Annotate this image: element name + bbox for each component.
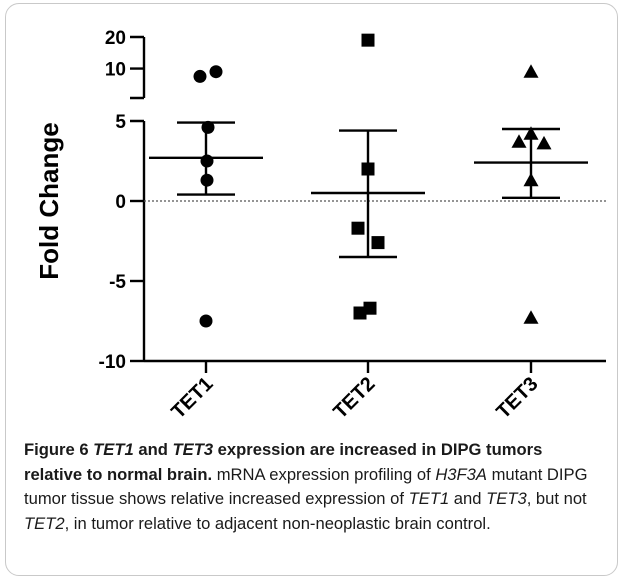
- caption-body-part-7: TET2: [24, 513, 65, 533]
- y-tick-label: 20: [105, 28, 126, 49]
- data-point-tet1: [209, 65, 223, 79]
- chart-svg: 5 0 -5 -10 20 10 Fold Change TET1 TET2 TET3: [34, 28, 606, 423]
- data-point-tet1: [193, 69, 207, 83]
- caption-body-part-5: TET3: [486, 489, 527, 508]
- caption-body-part-4: and: [449, 489, 487, 508]
- data-point-tet2: [351, 221, 365, 235]
- y-tick-label: -10: [99, 352, 126, 373]
- chart-panel: 5 0 -5 -10 20 10 Fold Change TET1 TET2 TET3: [6, 4, 617, 424]
- caption-body-part-0: mRNA expression profiling of: [212, 464, 436, 484]
- data-point-tet1: [199, 314, 213, 328]
- caption-title-part-2: TET3: [172, 440, 214, 459]
- caption-title-part-3: expression are increased in DIPG tumors …: [24, 440, 543, 484]
- data-point-tet3: [523, 64, 539, 78]
- caption-body-part-8: , in tumor relative to adjacent non-neop…: [64, 513, 491, 533]
- caption-body-part-2: mutant DIPG tumor tissue shows relative …: [24, 464, 588, 509]
- caption-title-part-0: TET1: [93, 440, 134, 459]
- data-point-tet3: [523, 310, 539, 324]
- caption-title-part-1: and: [133, 440, 173, 459]
- caption-title: TET1 and TET3 expression are increased i…: [24, 440, 542, 484]
- y-tick-label: 10: [105, 60, 126, 81]
- caption-body-part-1: H3F3A: [435, 464, 487, 484]
- caption-body-part-6: , but not: [526, 489, 587, 508]
- caption-label: Figure 6: [24, 440, 89, 459]
- x-tick-label-tet3: TET3: [492, 373, 542, 423]
- data-point-tet3: [536, 135, 552, 150]
- y-tick-label: 0: [115, 192, 126, 213]
- data-point-tet2: [353, 306, 367, 320]
- figure-caption: Figure 6 TET1 and TET3 expression are in…: [24, 438, 599, 536]
- data-point-tet2: [363, 301, 377, 315]
- data-point-tet2: [361, 33, 375, 47]
- caption-body: mRNA expression profiling of H3F3A mutan…: [24, 465, 588, 533]
- figure-frame: 5 0 -5 -10 20 10 Fold Change TET1 TET2 TET3 Fig…: [5, 3, 618, 576]
- y-axis-label: Fold Change: [34, 122, 64, 279]
- x-tick-label-tet1: TET1: [167, 373, 217, 423]
- y-tick-label: 5: [115, 112, 126, 133]
- x-tick-label-tet2: TET2: [329, 373, 379, 423]
- caption-body-part-3: TET1: [408, 489, 450, 508]
- data-point-tet1: [201, 120, 215, 134]
- data-point-tet2: [371, 236, 385, 250]
- data-point-tet3: [511, 134, 527, 148]
- y-tick-label: -5: [109, 272, 126, 293]
